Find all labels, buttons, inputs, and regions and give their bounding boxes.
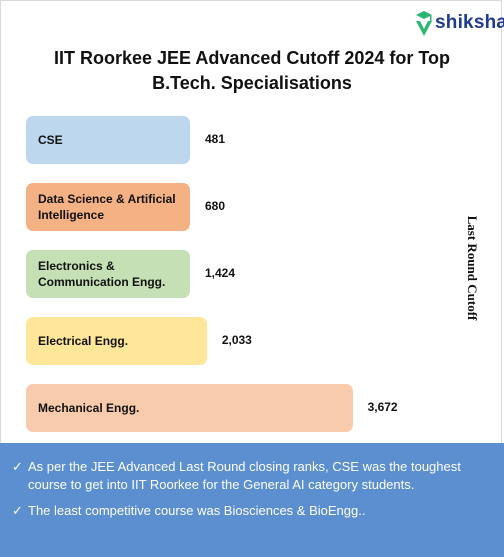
chart-title: IIT Roorkee JEE Advanced Cutoff 2024 for… (0, 46, 504, 96)
chart-title-line-1: IIT Roorkee JEE Advanced Cutoff 2024 for… (53, 48, 451, 68)
bar-value-label: 481 (205, 132, 226, 146)
notes-panel: ✓ As per the JEE Advanced Last Round clo… (0, 443, 504, 557)
check-icon: ✓ (12, 503, 23, 518)
check-icon: ✓ (12, 459, 23, 474)
shiksha-logo: shiksha (412, 6, 504, 40)
bar-value-label: 680 (205, 199, 226, 213)
bar-category-label: Electrical Engg. (38, 334, 129, 348)
bar-value-label: 1,424 (205, 266, 236, 280)
bar-category-label: CSE (38, 133, 63, 147)
bar-category-label: Electronics & Communication Engg. (38, 259, 166, 289)
note-text: The least competitive course was Bioscie… (28, 503, 366, 518)
brand-name: shiksha (435, 12, 504, 33)
bar: Data Science & Artificial Intelligence (26, 183, 190, 231)
bar: CSE (26, 116, 190, 164)
bar-category-label: Data Science & Artificial Intelligence (38, 192, 176, 222)
bar-category-label: Mechanical Engg. (38, 401, 140, 415)
chart-title-line-2: B.Tech. Specialisations (152, 73, 352, 93)
bar-value-label: 3,672 (367, 400, 398, 414)
bar: Electrical Engg. (26, 317, 207, 365)
bar: Mechanical Engg. (26, 384, 353, 432)
note-text: As per the JEE Advanced Last Round closi… (28, 459, 461, 492)
note-item: ✓ As per the JEE Advanced Last Round clo… (12, 458, 490, 494)
bar: Electronics & Communication Engg. (26, 250, 190, 298)
bar-value-label: 2,033 (221, 333, 252, 347)
axis-label-text: Last Round Cutoff (465, 215, 480, 321)
note-item: ✓ The least competitive course was Biosc… (12, 502, 490, 520)
graduate-cap-icon (412, 8, 434, 38)
